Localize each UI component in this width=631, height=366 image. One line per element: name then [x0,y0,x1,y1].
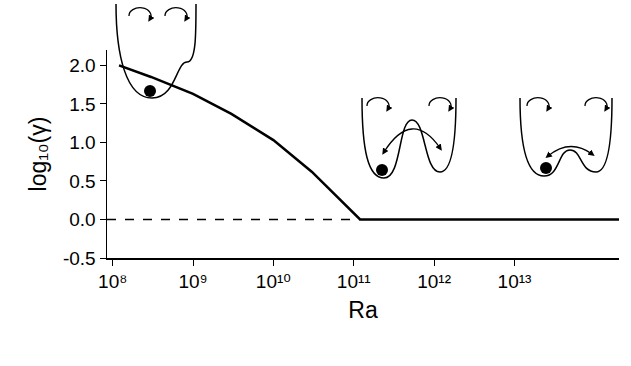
svg-text:10¹²: 10¹² [417,271,451,292]
svg-text:0.5: 0.5 [69,171,95,192]
svg-text:1.5: 1.5 [69,94,95,115]
svg-text:2.0: 2.0 [69,55,95,76]
svg-text:Ra: Ra [348,297,378,323]
svg-text:1.0: 1.0 [69,132,95,153]
svg-text:10⁹: 10⁹ [178,271,207,292]
svg-text:0.0: 0.0 [69,209,95,230]
svg-text:10¹⁰: 10¹⁰ [256,271,291,292]
svg-text:log₁₀(γ): log₁₀(γ) [25,117,51,192]
svg-text:10¹¹: 10¹¹ [337,271,371,292]
svg-text:10⁸: 10⁸ [98,271,127,292]
svg-text:-0.5: -0.5 [63,248,96,269]
svg-text:10¹³: 10¹³ [498,271,532,292]
